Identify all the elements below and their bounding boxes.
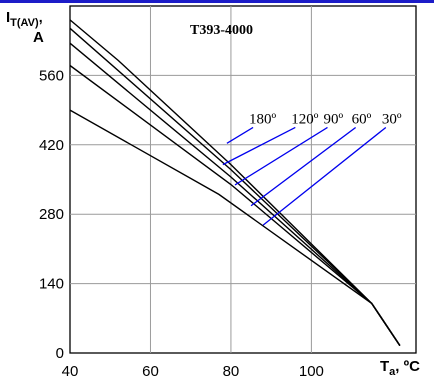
chart-title: T393-4000 — [190, 23, 253, 38]
series-line — [69, 109, 401, 346]
y-tick-labels: 0 140 280 420 560 — [39, 67, 64, 362]
header-bar — [0, 0, 434, 3]
y-tick-label: 420 — [39, 137, 64, 154]
x-tick-label: 40 — [62, 363, 79, 380]
y-axis-unit: A — [33, 29, 44, 46]
x-tick-label: 80 — [223, 363, 240, 380]
annotation-arrow — [250, 126, 357, 207]
y-tick-label: 140 — [39, 276, 64, 293]
annotation-label: 120º — [291, 111, 319, 127]
annotation-arrow — [226, 126, 254, 144]
series-line — [69, 19, 401, 346]
y-axis-label: IT(AV), — [6, 9, 43, 29]
x-tick-label: 60 — [142, 363, 159, 380]
y-tick-label: 280 — [39, 206, 64, 223]
annotation-label: 60º — [352, 111, 372, 127]
grid-lines — [70, 6, 416, 353]
annotation-arrows — [222, 126, 387, 226]
annotation-label: 90º — [323, 111, 343, 127]
y-tick-label: 560 — [39, 67, 64, 84]
series-line — [69, 42, 401, 346]
annotation-arrow — [222, 126, 296, 166]
annotation-arrow — [234, 126, 328, 186]
x-tick-label: 100 — [299, 363, 324, 380]
annotation-label: 30º — [382, 111, 402, 127]
y-tick-label: 0 — [56, 345, 64, 362]
annotation-arrow — [262, 126, 387, 226]
x-axis-label: Ta, ºC — [380, 358, 420, 378]
plot-frame — [69, 5, 417, 354]
x-tick-labels: 40 60 80 100 — [62, 363, 324, 380]
series-lines — [69, 19, 401, 346]
annotation-label: 180º — [249, 111, 277, 127]
annotation-labels: 180º 120º 90º 60º 30º — [249, 111, 402, 127]
